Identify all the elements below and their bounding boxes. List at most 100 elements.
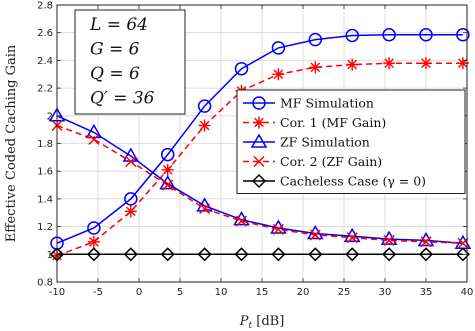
x-axis-label: Pt [dB] xyxy=(239,314,285,331)
data-point xyxy=(87,221,101,235)
data-point xyxy=(382,28,396,42)
data-point xyxy=(162,179,174,191)
data-point xyxy=(382,247,397,262)
data-point xyxy=(308,32,323,47)
data-point xyxy=(346,58,359,71)
data-point xyxy=(420,57,432,70)
legend-marker xyxy=(250,133,268,148)
y-tick-label: 1.2 xyxy=(37,222,53,233)
x-axis-label-unit: [dB] xyxy=(252,314,284,329)
legend-entry-label: Cor. 2 (ZF Gain) xyxy=(280,154,382,169)
x-tick-label: 5 xyxy=(177,287,183,298)
series-line xyxy=(56,62,463,257)
x-tick-label: 30 xyxy=(379,287,392,298)
data-point xyxy=(345,28,359,43)
data-point xyxy=(270,219,287,234)
data-point xyxy=(86,247,101,262)
series-line xyxy=(56,124,463,244)
data-point xyxy=(199,203,211,215)
data-point xyxy=(457,237,469,249)
parameter-4: Q′ = 36 xyxy=(90,89,155,109)
legend: MF Simulation Cor. 1 (MF Gain) ZF Simulati… xyxy=(236,89,466,194)
legend-entry-label: ZF Simulation xyxy=(280,135,370,150)
x-tick-label: 40 xyxy=(461,287,474,298)
data-point xyxy=(160,147,175,162)
data-point xyxy=(419,28,433,42)
data-point xyxy=(124,205,137,218)
data-point xyxy=(123,247,138,262)
y-tick-label: 1 xyxy=(47,250,53,261)
data-point xyxy=(271,41,286,55)
data-point xyxy=(235,215,248,227)
y-tick-label: 1.4 xyxy=(37,194,53,205)
data-point xyxy=(233,211,250,226)
y-tick-label: 0.8 xyxy=(37,278,53,289)
legend-marker xyxy=(253,116,265,129)
data-point xyxy=(124,192,138,206)
data-point xyxy=(418,247,434,262)
y-tick-label: 2 xyxy=(47,111,53,122)
series-1 xyxy=(50,28,470,250)
data-point xyxy=(161,163,174,176)
legend-marker xyxy=(251,173,267,189)
data-point xyxy=(234,61,249,76)
data-point xyxy=(417,231,435,247)
x-tick-label: 25 xyxy=(338,287,351,298)
data-point xyxy=(88,133,100,145)
x-tick-label: 35 xyxy=(420,287,433,298)
tick-labels: -10 -5 0 5 10 15 20 25 30 35 40 0.8 1 1.2 1.4 1.6 1.8 2 2.… xyxy=(37,1,473,299)
legend-marker xyxy=(253,155,265,168)
y-tick-label: 2.8 xyxy=(37,1,53,12)
data-point xyxy=(272,68,285,81)
data-point xyxy=(456,28,470,42)
data-point xyxy=(309,229,321,241)
y-tick-label: 2.6 xyxy=(37,28,53,39)
series-layer xyxy=(48,28,472,262)
data-point xyxy=(420,236,432,248)
x-axis-label-main: P xyxy=(239,314,249,329)
legend-entry-label: MF Simulation xyxy=(280,96,374,111)
data-point xyxy=(383,234,395,246)
parameter-1: L = 64 xyxy=(89,15,148,35)
data-point xyxy=(271,247,286,262)
data-point xyxy=(87,235,100,248)
data-point xyxy=(234,247,249,262)
data-point xyxy=(197,247,212,262)
data-point xyxy=(346,232,358,244)
parameter-2: G = 6 xyxy=(90,40,140,60)
data-point xyxy=(160,247,175,262)
y-tick-label: 2.4 xyxy=(37,56,53,67)
legend-entry-label: Cor. 1 (MF Gain) xyxy=(280,115,386,130)
x-tick-label: 10 xyxy=(215,287,228,298)
data-point xyxy=(272,223,284,235)
data-point xyxy=(308,247,323,262)
data-point xyxy=(85,123,103,139)
data-point xyxy=(309,61,322,74)
x-axis-label-sub: t xyxy=(248,321,252,331)
x-tick-label: 0 xyxy=(136,287,142,298)
y-tick-label: 1.8 xyxy=(37,139,53,150)
y-axis-label: Effective Coded Caching Gain xyxy=(4,44,19,242)
data-point xyxy=(197,99,212,113)
parameter-box: L = 64 G = 6 Q = 6 Q′ = 36 xyxy=(74,9,186,115)
x-tick-label: -10 xyxy=(49,287,65,298)
y-tick-label: 1.6 xyxy=(37,167,53,178)
series-4 xyxy=(51,119,469,249)
series-line xyxy=(56,115,463,244)
parameter-box-frame xyxy=(74,9,186,115)
x-tick-label: 20 xyxy=(297,287,310,298)
series-5 xyxy=(49,247,470,262)
data-point xyxy=(306,225,324,240)
legend-entry-label: Cacheless Case (γ = 0) xyxy=(280,174,426,189)
y-tick-label: 2.2 xyxy=(37,84,53,95)
data-point xyxy=(345,247,360,262)
x-tick-label: 15 xyxy=(256,287,269,298)
x-tick-label: -5 xyxy=(93,287,103,298)
data-point xyxy=(343,227,361,243)
parameter-3: Q = 6 xyxy=(90,64,140,84)
data-point xyxy=(125,155,137,168)
legend-marker xyxy=(252,96,266,110)
data-point xyxy=(383,57,396,70)
data-point xyxy=(198,119,211,132)
